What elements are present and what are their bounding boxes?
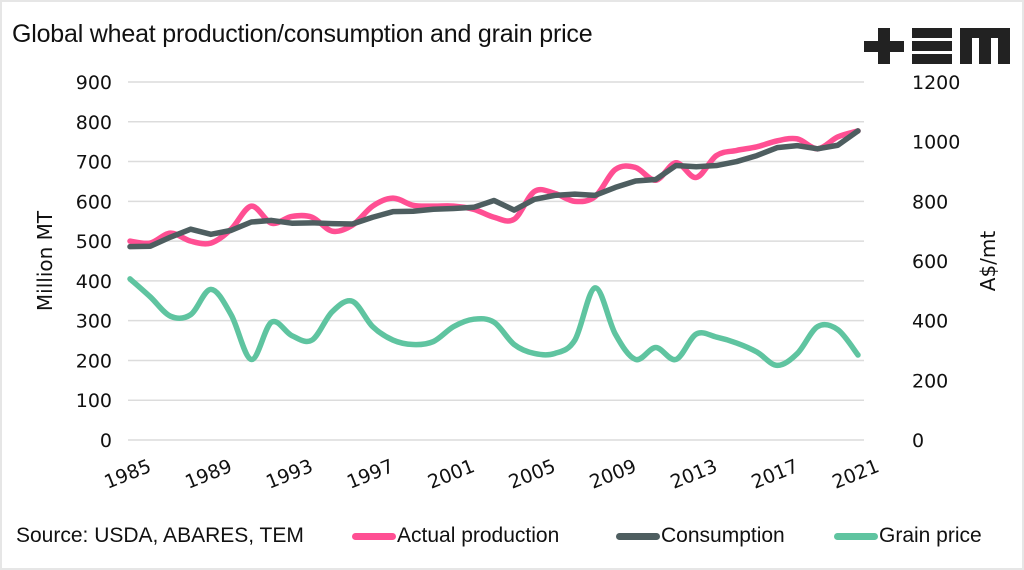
x-axis-ticks: 1985 1989 1993 1997 2001 2005 2009 2013 2017 2021 <box>101 455 882 494</box>
legend-item-grain-price[interactable]: Grain price <box>834 524 982 548</box>
x-tick-label: 2001 <box>425 455 478 494</box>
series-line-actual-production <box>127 128 861 247</box>
tem-logo-icon <box>864 28 1010 64</box>
legend-swatch-consumption <box>616 532 660 540</box>
x-tick-label: 1985 <box>101 455 154 494</box>
right-tick-label: 800 <box>912 191 948 213</box>
legend-swatch-production <box>352 532 396 540</box>
left-tick-label: 700 <box>76 152 112 174</box>
x-tick-label: 2017 <box>748 455 801 494</box>
left-tick-label: 300 <box>76 311 112 333</box>
series-lines <box>127 128 861 369</box>
x-tick-label: 2013 <box>667 455 720 494</box>
x-tick-label: 2005 <box>506 455 559 494</box>
right-tick-label: 600 <box>912 251 948 273</box>
left-tick-label: 600 <box>76 191 112 213</box>
legend-swatch-grain-price <box>834 532 878 540</box>
left-tick-label: 800 <box>76 112 112 134</box>
right-tick-label: 200 <box>912 370 948 392</box>
gridlines <box>128 81 864 441</box>
series-line-consumption <box>127 128 861 250</box>
source-note: Source: USDA, ABARES, TEM <box>16 524 304 547</box>
chart-title: Global wheat production/consumption and … <box>12 20 593 48</box>
right-tick-label: 1000 <box>912 132 960 154</box>
right-tick-label: 400 <box>912 311 948 333</box>
legend-item-consumption[interactable]: Consumption <box>616 524 785 548</box>
right-axis-label: A$/mt <box>976 231 1000 292</box>
left-tick-label: 0 <box>100 430 112 452</box>
right-tick-label: 0 <box>912 430 924 452</box>
legend-label-grain-price: Grain price <box>879 524 982 547</box>
x-tick-label: 2009 <box>587 455 640 494</box>
chart-plot: 0 100 200 300 400 500 600 700 800 900 0 200 400 600 8… <box>33 72 1000 494</box>
left-axis-ticks: 0 100 200 300 400 500 600 700 800 900 <box>76 72 112 452</box>
left-tick-label: 200 <box>76 350 112 372</box>
x-tick-label: 1997 <box>344 455 397 494</box>
footer: Source: USDA, ABARES, TEM Actual product… <box>16 524 1022 554</box>
x-tick-label: 1993 <box>263 455 316 494</box>
left-tick-label: 500 <box>76 231 112 253</box>
legend-label-production: Actual production <box>397 524 560 547</box>
left-tick-label: 100 <box>76 390 112 412</box>
left-tick-label: 400 <box>76 271 112 293</box>
right-tick-label: 1200 <box>912 72 960 94</box>
left-axis-label: Million MT <box>33 210 57 311</box>
right-axis-ticks: 0 200 400 600 800 1000 1200 <box>912 72 960 452</box>
legend-item-production[interactable]: Actual production <box>352 524 559 548</box>
x-tick-label: 1989 <box>182 455 235 494</box>
legend-label-consumption: Consumption <box>661 524 785 547</box>
x-tick-label: 2021 <box>829 455 882 494</box>
left-tick-label: 900 <box>76 72 112 94</box>
series-line-grain-price <box>127 276 861 369</box>
tem-logo <box>864 28 1010 69</box>
